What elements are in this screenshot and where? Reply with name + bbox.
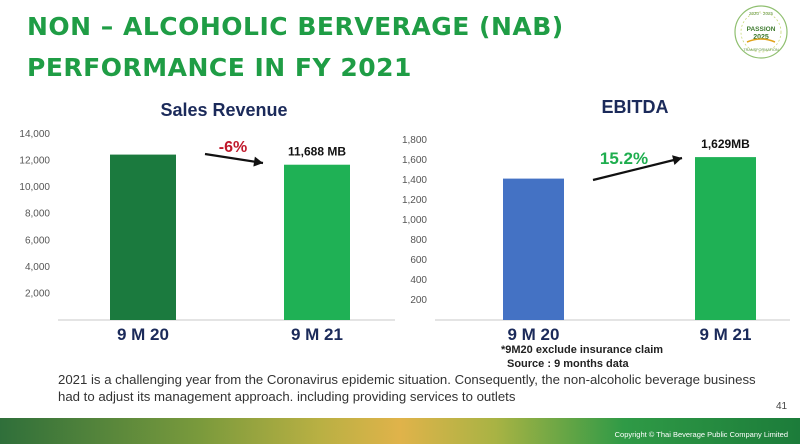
sales-bar-9m21 xyxy=(284,164,350,320)
sales-ytick-label: 2,000 xyxy=(25,288,50,299)
sales-category-label: 9 M 21 xyxy=(291,325,343,344)
sales-bar-9m20 xyxy=(110,154,176,320)
ebitda-ytick-label: 1,200 xyxy=(402,195,427,206)
sales-revenue-chart-title: Sales Revenue xyxy=(160,100,288,120)
svg-text:TRANSFORMATION: TRANSFORMATION xyxy=(743,48,779,52)
ebitda-change-arrow-line xyxy=(592,156,683,182)
ebitda-data-label: 1,629MB xyxy=(701,137,750,151)
svg-text:PASSION: PASSION xyxy=(747,26,776,33)
ebitda-ytick-label: 1,600 xyxy=(402,155,427,166)
page-number: 41 xyxy=(776,401,788,412)
footnote-source: Source : 9 months data xyxy=(507,358,629,370)
ebitda-bar-9m20 xyxy=(503,178,564,320)
ebitda-change-label: 15.2% xyxy=(600,149,648,168)
ebitda-ytick-label: 600 xyxy=(410,255,427,266)
ebitda-ytick-label: 1,800 xyxy=(402,135,427,146)
ebitda-chart-title: EBITDA xyxy=(601,97,669,117)
sales-change-label: -6% xyxy=(219,139,247,156)
ebitda-change-arrow-head xyxy=(672,155,682,166)
ebitda-bar-9m21 xyxy=(695,157,756,320)
description-text: 2021 is a challenging year from the Coro… xyxy=(58,372,756,404)
ebitda-ytick-label: 400 xyxy=(410,275,427,286)
footer-bar xyxy=(0,418,800,444)
slide-title: NON – ALCOHOLIC BERVERAGE (NAB) PERFORMA… xyxy=(27,12,564,82)
sales-ytick-label: 12,000 xyxy=(19,156,50,167)
sales-change-arrow-line xyxy=(204,152,264,165)
footnote: *9M20 exclude insurance claim Source : 9… xyxy=(501,343,663,371)
sales-ytick-label: 10,000 xyxy=(19,182,50,193)
sales-change-arrow-head xyxy=(253,156,263,167)
ebitda-ytick-label: 1,000 xyxy=(402,215,427,226)
footnote-insurance: *9M20 exclude insurance claim xyxy=(501,344,664,356)
svg-text:2020 · 2025: 2020 · 2025 xyxy=(749,11,774,16)
passion-2025-logo-icon: 2020 · 2025 PASSION 2025 TRANSFORMATION xyxy=(734,5,788,59)
sales-ytick-label: 8,000 xyxy=(25,209,50,220)
sales-ytick-label: 6,000 xyxy=(25,235,50,246)
sales-ytick-label: 4,000 xyxy=(25,262,50,273)
ebitda-category-label: 9 M 20 xyxy=(508,325,560,344)
sales-category-label: 9 M 20 xyxy=(117,325,169,344)
ebitda-category-label: 9 M 21 xyxy=(700,325,752,344)
sales-data-label: 11,688 MB xyxy=(288,145,346,159)
copyright-text: Copyright © Thai Beverage Public Company… xyxy=(614,430,788,439)
ebitda-ytick-label: 800 xyxy=(410,235,427,246)
ebitda-ytick-label: 1,400 xyxy=(402,175,427,186)
ebitda-ytick-label: 200 xyxy=(410,295,427,306)
sales-ytick-label: 14,000 xyxy=(19,129,50,140)
svg-text:2025: 2025 xyxy=(753,34,769,41)
